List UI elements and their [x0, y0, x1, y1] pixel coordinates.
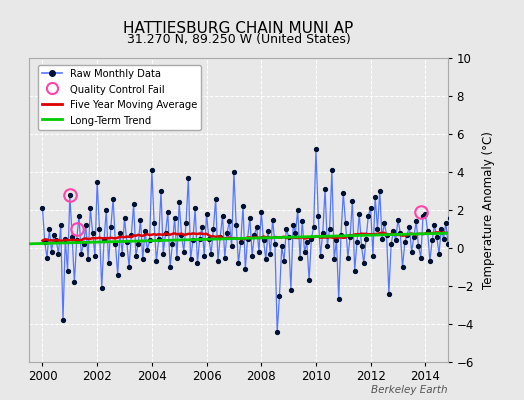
Y-axis label: Temperature Anomaly (°C): Temperature Anomaly (°C) [482, 131, 495, 289]
Text: Berkeley Earth: Berkeley Earth [372, 385, 448, 395]
Legend: Raw Monthly Data, Quality Control Fail, Five Year Moving Average, Long-Term Tren: Raw Monthly Data, Quality Control Fail, … [38, 64, 201, 130]
Text: 31.270 N, 89.250 W (United States): 31.270 N, 89.250 W (United States) [126, 33, 351, 46]
Title: HATTIESBURG CHAIN MUNI AP: HATTIESBURG CHAIN MUNI AP [123, 21, 354, 36]
